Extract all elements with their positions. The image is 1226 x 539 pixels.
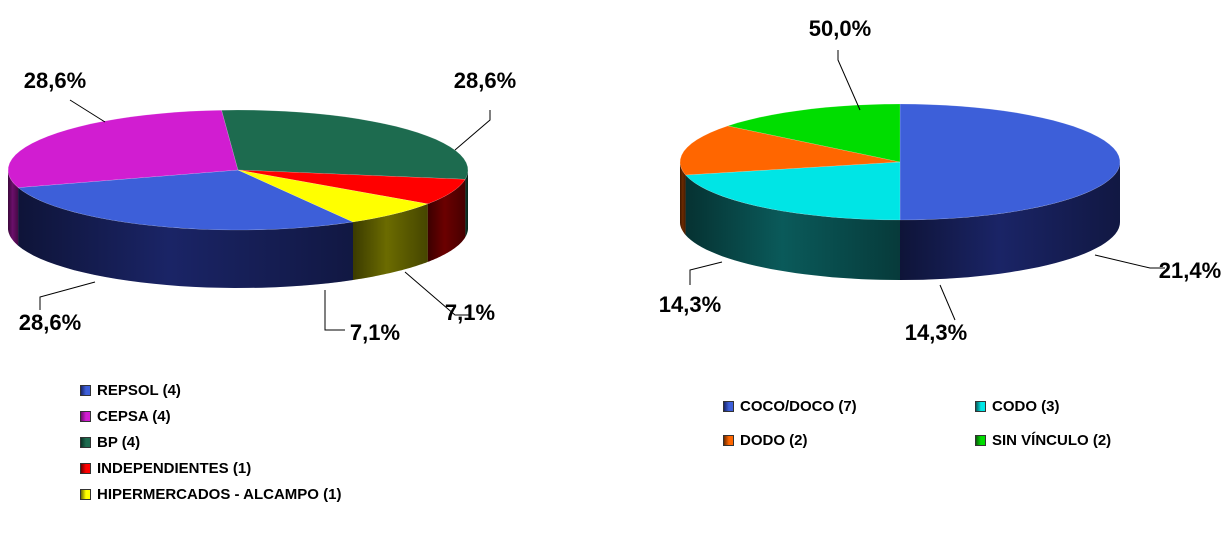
legend-label: HIPERMERCADOS - ALCAMPO (1) [97,486,342,503]
legend-label: INDEPENDIENTES (1) [97,460,252,477]
legend-label: COCO/DOCO (7) [740,398,857,415]
legend-swatch [723,435,734,446]
legend-swatch [80,463,91,474]
pie-side-shade [18,187,353,288]
pie-side-shade [465,170,468,238]
pie-chart-contract-types [679,103,1121,280]
pie-chart-fuel-brands [7,109,469,288]
leader-line [1094,254,1165,269]
pie-side-shade [353,203,428,280]
pie-side-shade [685,175,900,280]
leader-line [689,261,723,285]
data-label-bp-4: 28,6% [454,68,516,93]
pie-side-shade [8,170,19,246]
legend-item-independientes-1: INDEPENDIENTES (1) [80,460,251,477]
pie-slice-coco-doco-7 [899,103,1121,221]
legend-label: BP (4) [97,434,141,451]
legend-item-dodo-2: DODO (2) [723,432,808,449]
legend-item-cepsa-4: CEPSA (4) [80,408,171,425]
pie-slice-bp-4 [221,109,469,180]
legend-label: REPSOL (4) [97,382,181,399]
pie-slice-repsol-4 [17,169,354,231]
leader-line [404,271,470,316]
pie-side-shade [680,162,686,235]
legend-label: SIN VÍNCULO (2) [992,432,1112,449]
leader-line [837,50,861,111]
legend-swatch [80,489,91,500]
pie-slice-cepsa-4 [7,109,239,188]
legend-item-codo-3: CODO (3) [975,398,1060,415]
legend-label: CODO (3) [992,398,1060,415]
pie-slice-hipermercados-alcampo-1 [237,169,429,223]
pie-slice-codo-3 [685,161,901,221]
pie-slice-dodo-2 [679,125,901,176]
data-label-repsol-4: 28,6% [19,310,81,335]
leader-line [39,281,96,310]
leader-line [324,290,345,331]
data-label-sin-vinculo-2: 14,3% [659,292,721,317]
legend-swatch [80,411,91,422]
legend-item-coco-doco-7: COCO/DOCO (7) [723,398,857,415]
pie-slice-independientes-1 [237,169,466,205]
legend-item-sin-vinculo-2: SIN VÍNCULO (2) [975,432,1111,449]
leader-line [69,99,106,123]
pie-slice-sin-vinculo-2 [726,103,901,163]
legend-swatch [80,437,91,448]
leader-line [454,110,491,151]
legend-item-repsol-4: REPSOL (4) [80,382,181,399]
legend-swatch [975,435,986,446]
data-label-hipermercados-alcampo-1: 7,1% [350,320,400,345]
pie-side-shade [427,179,466,262]
legend-label: DODO (2) [740,432,808,449]
legend-item-bp-4: BP (4) [80,434,140,451]
data-label-codo-3: 21,4% [1159,258,1221,283]
pie1-labels: 28,6% 28,6% 28,6% 7,1% 7,1% [19,68,516,345]
data-label-cepsa-4: 28,6% [24,68,86,93]
pie2-labels: 50,0% 21,4% 14,3% 14,3% [659,16,1221,345]
pie-side-shade [900,162,1120,280]
legend-swatch [80,385,91,396]
legend-swatch [975,401,986,412]
leader-line [939,284,956,321]
data-label-dodo-2: 14,3% [905,320,967,345]
legend-swatch [723,401,734,412]
data-label-coco-doco-7: 50,0% [809,16,871,41]
data-label-independientes-1: 7,1% [445,300,495,325]
legend-label: CEPSA (4) [97,408,171,425]
legend-item-hipermercados-alcampo-1: HIPERMERCADOS - ALCAMPO (1) [80,486,341,503]
